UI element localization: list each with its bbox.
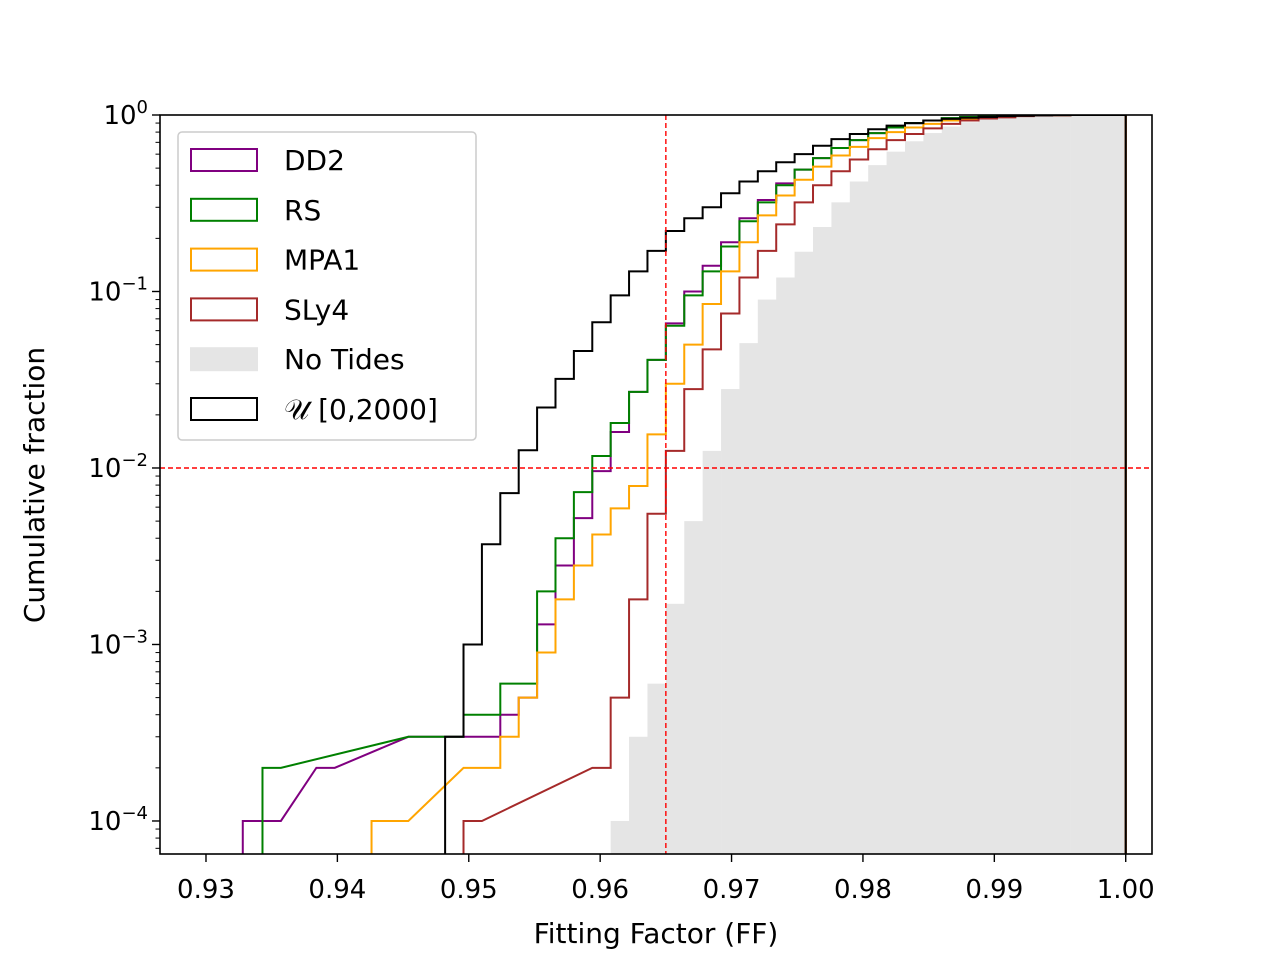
legend-swatch xyxy=(190,397,258,421)
x-tick-label: 1.00 xyxy=(1097,875,1155,905)
legend: DD2 RS MPA1 SLy4 No Tides 𝒰 [0,2000] xyxy=(177,131,477,441)
x-tick-label: 0.94 xyxy=(308,875,366,905)
bar-no-tides xyxy=(868,165,887,854)
bar-no-tides xyxy=(1070,115,1090,854)
y-tick-label: 10−2 xyxy=(88,450,148,484)
x-tick-label: 0.98 xyxy=(834,875,892,905)
bar-no-tides xyxy=(721,389,740,854)
series-uniform-0-2000 xyxy=(444,115,1127,854)
bar-no-tides xyxy=(739,343,759,854)
bar-no-tides xyxy=(1033,115,1053,854)
bar-no-tides xyxy=(849,181,869,854)
x-tick-label: 0.93 xyxy=(177,875,235,905)
legend-entry-sly4: SLy4 xyxy=(190,293,349,326)
bar-no-tides xyxy=(1015,116,1035,854)
legend-swatch xyxy=(190,247,258,272)
legend-swatch xyxy=(190,197,258,222)
bar-no-tides xyxy=(996,117,1016,854)
legend-entry-dd2: DD2 xyxy=(190,144,345,177)
legend-label: No Tides xyxy=(284,343,405,376)
legend-entry-rs: RS xyxy=(190,194,321,227)
bar-no-tides xyxy=(941,126,961,854)
legend-swatch xyxy=(190,148,258,172)
bar-no-tides xyxy=(610,820,630,854)
step-line-uniform-0-2000 xyxy=(444,115,1127,854)
bar-no-tides xyxy=(647,683,667,854)
bar-no-tides xyxy=(757,299,777,854)
bar-no-tides xyxy=(1107,115,1127,854)
x-tick-label: 0.97 xyxy=(703,875,761,905)
plot-frame xyxy=(159,114,1153,855)
bar-no-tides xyxy=(1088,115,1108,854)
x-axis-label: Fitting Factor (FF) xyxy=(534,917,779,950)
legend-entry-no-tides: No Tides xyxy=(190,343,405,376)
legend-label: MPA1 xyxy=(284,244,360,277)
y-tick-label: 10−4 xyxy=(88,803,148,837)
x-tick-label: 0.96 xyxy=(571,875,629,905)
bar-no-tides xyxy=(794,251,814,854)
bar-no-tides xyxy=(1052,115,1071,854)
bar-no-tides xyxy=(886,151,906,854)
x-tick-label: 0.99 xyxy=(965,875,1023,905)
bar-no-tides xyxy=(684,521,704,854)
bar-no-tides xyxy=(629,736,648,854)
legend-label: 𝒰 [0,2000] xyxy=(284,393,438,426)
bar-no-tides xyxy=(702,450,722,854)
legend-entry-uniform-0-2000: 𝒰 [0,2000] xyxy=(190,393,438,426)
bar-no-tides xyxy=(923,133,943,854)
y-tick-label: 100 xyxy=(103,97,148,131)
series-no-tides xyxy=(610,115,1127,854)
bar-no-tides xyxy=(978,119,998,854)
legend-swatch xyxy=(190,297,258,322)
y-tick-label: 10−3 xyxy=(88,626,148,660)
bar-no-tides xyxy=(665,603,685,854)
x-tick-label: 0.95 xyxy=(440,875,498,905)
legend-entry-mpa1: MPA1 xyxy=(190,244,360,277)
y-axis-label: Cumulative fraction xyxy=(18,347,51,623)
bar-no-tides xyxy=(831,202,851,854)
legend-swatch xyxy=(190,347,258,372)
bar-no-tides xyxy=(960,122,979,854)
bar-no-tides xyxy=(904,141,924,854)
legend-label: DD2 xyxy=(284,144,345,177)
legend-label: SLy4 xyxy=(284,293,349,326)
legend-label: RS xyxy=(284,194,321,227)
y-tick-label: 10−1 xyxy=(88,273,148,307)
bar-no-tides xyxy=(776,277,796,854)
bar-no-tides xyxy=(813,226,832,854)
